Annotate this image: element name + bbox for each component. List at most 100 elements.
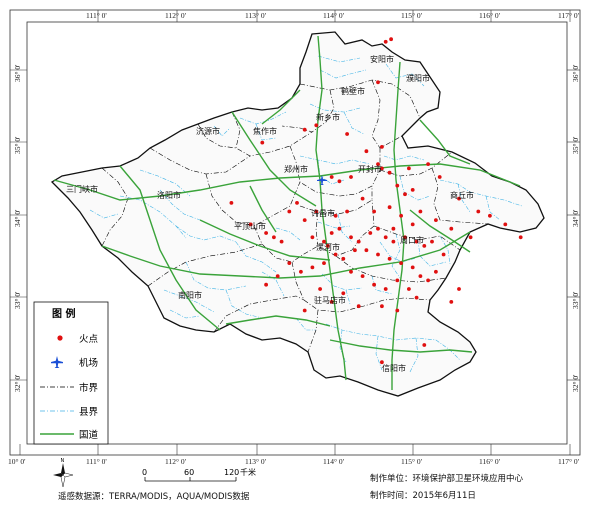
fire-point	[295, 201, 299, 205]
fire-point	[503, 222, 508, 227]
fire-points-layer	[229, 37, 523, 365]
fire-point	[457, 287, 461, 291]
scale-bar: 0 60 120 千米	[142, 467, 256, 482]
city-label: 洛阳市	[157, 190, 181, 200]
lon-label-bottom: 117° 0'	[558, 457, 580, 466]
airport-icon	[317, 175, 327, 185]
lon-label-bottom: 112° 0'	[165, 457, 187, 466]
footer-data-source: 遥感数据源：TERRA/MODIS，AQUA/MODIS数据	[58, 490, 249, 502]
lat-label-right: 32° 0'	[571, 374, 580, 392]
lon-label-bottom: 10° 0'	[8, 457, 26, 466]
fire-point	[272, 235, 276, 240]
fire-point	[376, 162, 380, 167]
map-frame-inner	[26, 21, 568, 445]
fire-point	[376, 252, 380, 257]
producer-text: 制作单位：环境保护部卫星环境应用中心	[370, 474, 524, 484]
fire-point	[414, 295, 419, 300]
fire-point	[387, 170, 392, 175]
fire-point	[410, 188, 415, 192]
legend-box	[33, 301, 109, 445]
fire-point	[449, 226, 454, 231]
fire-point	[403, 192, 407, 197]
lat-label-right: 33° 0'	[571, 291, 580, 309]
fire-point	[457, 196, 461, 201]
lon-label-top: 111° 0'	[86, 11, 107, 20]
fire-point	[318, 287, 322, 291]
fire-point	[345, 132, 349, 136]
fire-point	[426, 162, 430, 167]
lon-label-top: 116° 0'	[479, 11, 501, 20]
fire-point	[376, 226, 380, 231]
city-label: 郑州市	[284, 164, 308, 174]
city-label: 周口市	[400, 235, 424, 245]
city-label: 南阳市	[178, 290, 202, 300]
latitude-labels-left: 36° 0' 35° 0' 34° 0' 33° 0' 32° 0'	[13, 64, 22, 392]
lon-label-top: 112° 0'	[165, 11, 187, 20]
lon-label-bottom: 113° 0'	[245, 457, 267, 466]
scale-tick-120: 120	[224, 468, 239, 477]
legend-label-county-border: 县界	[79, 407, 99, 418]
legend-label-airport: 机场	[79, 357, 98, 369]
city-label: 许昌市	[311, 208, 335, 218]
fire-point	[468, 235, 473, 240]
fire-point	[326, 244, 330, 248]
fire-point	[287, 261, 292, 265]
henan-province-outline	[50, 31, 545, 397]
fire-point	[395, 308, 400, 313]
lon-label-top: 114° 0'	[323, 11, 345, 20]
fire-point	[387, 256, 392, 261]
lat-label-left: 36° 0'	[13, 64, 22, 82]
lon-label-bottom: 115° 0'	[401, 457, 423, 466]
fire-point	[279, 239, 284, 244]
fire-point	[399, 213, 403, 218]
legend: 图 例 火点 机场 市界 县界 国道	[33, 301, 109, 445]
fire-point	[345, 209, 349, 214]
fire-point	[391, 239, 396, 244]
fire-point	[418, 209, 423, 214]
map-frame-outer	[9, 9, 581, 456]
fire-point	[430, 239, 434, 244]
fire-point	[368, 231, 373, 235]
fire-point	[449, 300, 454, 304]
fire-point	[360, 274, 365, 278]
fire-point	[275, 274, 280, 278]
city-label: 焦作市	[253, 126, 277, 136]
fire-point	[434, 218, 438, 223]
fire-point	[310, 235, 315, 240]
fire-point	[372, 282, 376, 287]
fire-point	[322, 261, 326, 265]
lat-label-right: 36° 0'	[571, 64, 580, 82]
fire-point	[407, 287, 411, 291]
fire-point	[360, 196, 365, 201]
fire-point	[414, 239, 419, 244]
fire-point	[341, 256, 346, 261]
lat-label-left: 32° 0'	[13, 374, 22, 392]
lon-label-top: 113° 0'	[245, 11, 267, 20]
footer-date: 制作时间：2015年6月11日	[370, 489, 476, 501]
city-label: 漯河市	[316, 242, 340, 252]
date-text: 制作时间：2015年6月11日	[370, 491, 476, 501]
lon-label-top: 117° 0'	[558, 11, 580, 20]
fire-point	[349, 235, 353, 240]
scale-unit: 千米	[240, 467, 256, 477]
fire-point	[488, 213, 492, 218]
fire-point	[426, 278, 430, 283]
legend-airplane-icon	[51, 356, 63, 368]
fire-point	[383, 235, 388, 240]
fire-point	[422, 244, 427, 248]
city-boundaries	[101, 79, 489, 353]
fire-point	[349, 175, 353, 179]
fire-point	[380, 360, 384, 365]
city-label: 新乡市	[316, 112, 340, 122]
fire-point	[310, 265, 315, 270]
city-label: 三门峡市	[66, 184, 98, 194]
fire-point	[260, 140, 265, 145]
lat-label-left: 35° 0'	[13, 136, 22, 154]
fire-point	[410, 265, 415, 270]
legend-label-city-border: 市界	[79, 382, 99, 394]
fire-point	[383, 39, 388, 44]
fire-point	[264, 282, 268, 287]
lon-label-bottom: 111° 0'	[86, 457, 107, 466]
fire-point	[380, 145, 384, 149]
